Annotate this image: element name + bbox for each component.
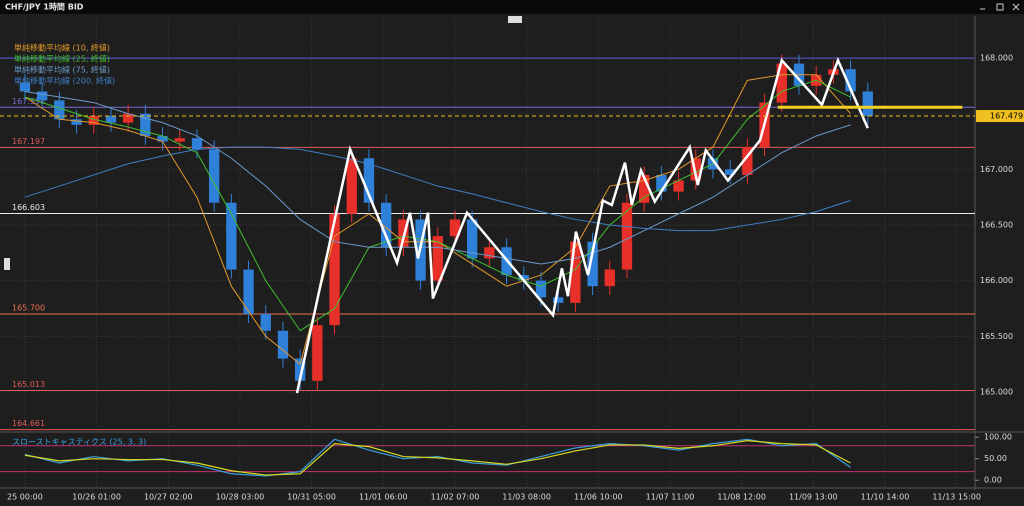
candle-body [346, 158, 357, 214]
close-button[interactable] [1012, 3, 1020, 11]
candle-body [329, 213, 340, 326]
y-tick-label: 0.00 [984, 476, 1002, 485]
candle-body [656, 174, 667, 192]
legend-entry: 単純移動平均線 (10, 終値) [14, 43, 110, 53]
window-title: CHF/JPY 1時間 BID [5, 2, 84, 12]
candle-body [432, 236, 443, 281]
maximize-button[interactable] [996, 3, 1004, 11]
candle-body [88, 115, 99, 125]
candle-body [535, 280, 547, 298]
candle-body [380, 202, 392, 248]
side-toggle[interactable] [4, 258, 10, 270]
candle-body [363, 158, 375, 203]
current-price-label: 167.479 [990, 112, 1023, 121]
candle-body [776, 63, 787, 103]
candle-body [604, 269, 615, 287]
y-tick-label: 166.500 [980, 221, 1013, 230]
candle-body [862, 91, 873, 116]
x-tick-label: 11/13 15:00 [932, 493, 981, 502]
candle-body [208, 149, 220, 203]
collapse-button[interactable] [508, 16, 522, 23]
zigzag-annotation [295, 56, 869, 394]
y-tick-label: 165.000 [980, 387, 1013, 396]
y-tick-label: 168.000 [980, 54, 1013, 63]
candle-body [845, 69, 856, 92]
y-tick-label: 100.00 [984, 433, 1012, 442]
candle-body [260, 314, 271, 331]
candle-body [243, 269, 254, 315]
legend-entry: 単純移動平均線 (75, 終値) [14, 65, 110, 75]
x-tick-label: 11/03 08:00 [502, 493, 551, 502]
candle-body [742, 147, 753, 175]
candle-body [484, 247, 495, 259]
y-tick-label: 165.500 [980, 332, 1013, 341]
x-tick-label: 10/27 02:00 [144, 493, 193, 502]
candle-body [449, 219, 461, 237]
candle-body [518, 275, 529, 281]
candle-body [553, 297, 564, 303]
level-label: 166.603 [12, 203, 45, 212]
x-tick-label: 10/28 03:00 [216, 493, 265, 502]
candle-body [690, 158, 701, 181]
y-tick-label: 166.000 [980, 276, 1013, 285]
current-price-badge [976, 110, 1024, 123]
moving-average [24, 146, 851, 232]
panel-title: スローストキャスティクス (25, 3, 3) [12, 438, 146, 447]
candle-body [140, 113, 151, 136]
moving-average [24, 79, 851, 332]
candle-body [174, 138, 185, 142]
legend-entry: 単純移動平均線 (200, 終値) [14, 76, 115, 86]
y-tick-label: 50.00 [984, 454, 1007, 463]
legend-entry: 単純移動平均線 (25, 終値) [14, 54, 110, 64]
level-label: 165.700 [12, 304, 45, 313]
candle-body [105, 115, 117, 123]
x-tick-label: 11/08 12:00 [717, 493, 766, 502]
candle-body [294, 358, 306, 381]
x-tick-label: 11/09 13:00 [789, 493, 838, 502]
x-tick-label: 25 00:00 [7, 493, 43, 502]
level-label: 164.661 [12, 419, 45, 428]
oscillator-line [24, 440, 851, 476]
candle-body [226, 202, 237, 270]
candle-body [19, 82, 31, 92]
x-tick-label: 11/07 11:00 [646, 493, 695, 502]
window-controls[interactable] [980, 3, 1020, 11]
candle-body [725, 169, 736, 175]
candle-body [71, 119, 82, 125]
title-bar [0, 0, 1024, 14]
candle-body [122, 113, 134, 123]
x-tick-label: 11/01 06:00 [359, 493, 408, 502]
x-tick-label: 11/06 10:00 [574, 493, 623, 502]
x-tick-label: 11/02 07:00 [431, 493, 480, 502]
candle-body [639, 174, 650, 203]
candle-body [36, 91, 48, 101]
candle-body [157, 135, 168, 142]
candle-body [277, 330, 289, 359]
candle-body [312, 325, 323, 381]
y-tick-label: 167.000 [980, 165, 1013, 174]
candle-body [570, 241, 581, 303]
candle-body [191, 138, 203, 150]
oscillator-line [24, 438, 851, 477]
moving-average [24, 90, 851, 265]
candle-body [587, 241, 598, 287]
x-tick-label: 11/10 14:00 [861, 493, 910, 502]
candle-body [621, 202, 633, 270]
x-tick-label: 10/31 05:00 [287, 493, 336, 502]
level-label: 167.558 [12, 97, 45, 106]
candle-body [673, 180, 684, 192]
candle-body [467, 219, 478, 259]
level-label: 167.197 [12, 137, 45, 146]
candle-body [54, 100, 65, 120]
level-label: 165.013 [12, 380, 45, 389]
x-tick-label: 10/26 01:00 [72, 493, 121, 502]
